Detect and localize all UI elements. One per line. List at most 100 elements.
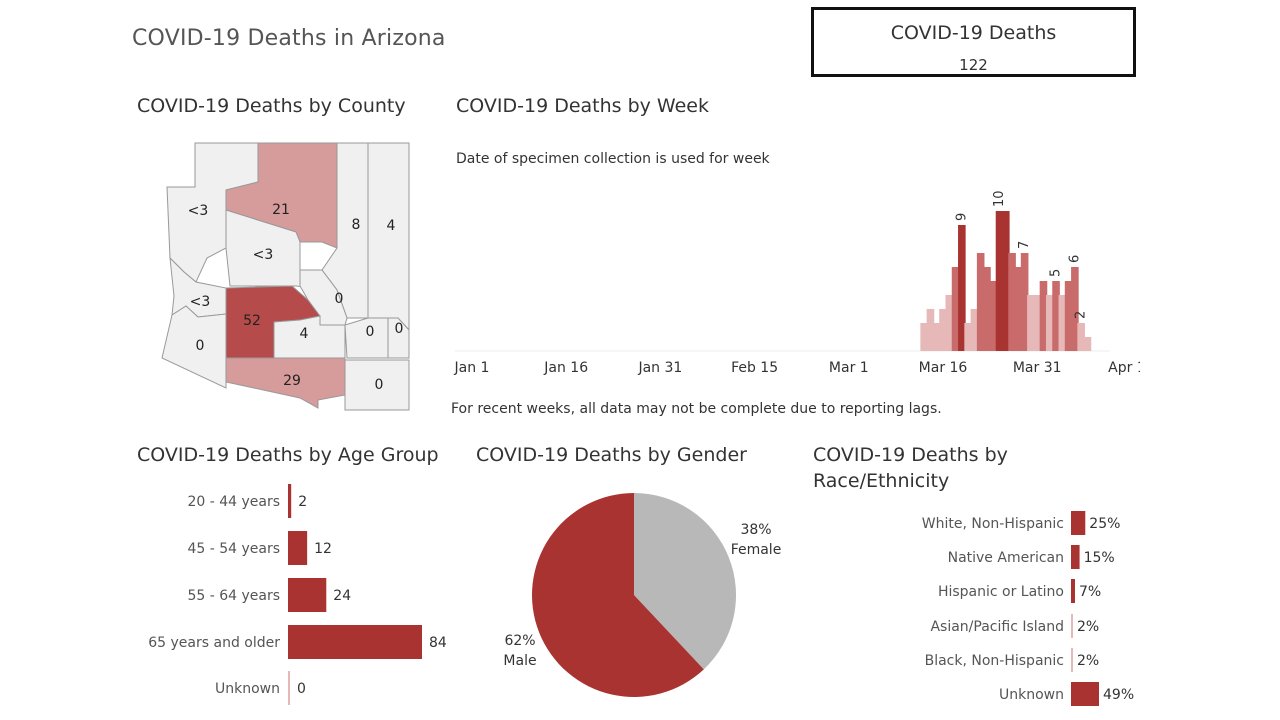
age-bar[interactable]	[288, 484, 292, 518]
week-x-tick: Jan 31	[637, 360, 682, 376]
county-label-yavapai: <3	[253, 247, 274, 263]
race-bar[interactable]	[1071, 511, 1086, 535]
week-bar[interactable]	[926, 309, 935, 351]
county-greenlee[interactable]	[387, 317, 410, 359]
gender-slice-male[interactable]	[531, 493, 704, 697]
race-category-label: Unknown	[999, 687, 1064, 703]
week-bar[interactable]	[976, 253, 985, 351]
county-label-graham: 0	[366, 324, 375, 340]
week-bar[interactable]	[951, 267, 960, 351]
week-x-tick: Feb 15	[731, 360, 778, 376]
age-bar[interactable]	[288, 531, 308, 565]
week-bar[interactable]	[983, 267, 991, 351]
week-bar[interactable]	[920, 323, 928, 351]
week-bar[interactable]	[1020, 253, 1029, 351]
week-x-tick: Apr 15	[1108, 360, 1140, 376]
county-label-pima: 29	[283, 373, 301, 389]
kpi-label: COVID-19 Deaths	[890, 22, 1057, 44]
county-label-coconino: 21	[272, 202, 290, 218]
county-cochise[interactable]	[344, 359, 410, 411]
gender-chart: 38% Female 62% Male	[503, 493, 782, 697]
race-chart-title-line2: Race/Ethnicity	[813, 470, 950, 492]
race-chart: White, Non-Hispanic 25% Native American 15%…	[922, 511, 1134, 706]
week-bar[interactable]	[1071, 267, 1079, 351]
week-x-tick: Mar 31	[1013, 360, 1062, 376]
week-bar[interactable]	[1083, 337, 1092, 351]
age-value-label: 12	[314, 541, 332, 557]
week-bar[interactable]	[995, 211, 1004, 351]
county-map: <3 21 <3 8 4 0 <3 52 4 0 0 0 29 0	[161, 142, 410, 411]
race-value-label: 25%	[1089, 516, 1120, 532]
county-label-pinal: 4	[300, 326, 309, 342]
week-bar-label: 2	[1074, 311, 1089, 319]
week-bar[interactable]	[932, 323, 941, 351]
week-bar[interactable]	[945, 295, 954, 351]
age-value-label: 0	[297, 681, 306, 697]
week-x-tick: Jan 16	[543, 360, 588, 376]
week-bar[interactable]	[1077, 323, 1085, 351]
county-label-yuma: 0	[196, 338, 205, 354]
county-label-navajo: 8	[352, 217, 361, 233]
race-category-label: Native American	[948, 550, 1064, 566]
age-value-label: 2	[298, 494, 307, 510]
age-value-label: 84	[429, 635, 447, 651]
week-bar[interactable]	[1033, 295, 1041, 351]
gender-name-label: Male	[503, 653, 536, 669]
week-bar[interactable]	[1058, 295, 1067, 351]
week-chart-footnote: For recent weeks, all data may not be co…	[451, 401, 942, 417]
race-value-label: 15%	[1084, 550, 1115, 566]
county-label-cochise: 0	[375, 377, 384, 393]
age-category-label: 20 - 44 years	[187, 494, 280, 510]
week-x-tick: Jan 1	[454, 360, 490, 376]
total-deaths-kpi: COVID-19 Deaths 122	[811, 7, 1136, 77]
race-category-label: White, Non-Hispanic	[922, 516, 1064, 532]
week-chart-title: COVID-19 Deaths by Week	[456, 95, 709, 117]
gender-name-label: Female	[731, 542, 782, 558]
age-bar[interactable]	[288, 671, 290, 705]
county-label-gila: 0	[335, 291, 344, 307]
week-bar-label: 6	[1067, 255, 1082, 263]
race-bar[interactable]	[1071, 682, 1099, 706]
age-bar[interactable]	[288, 578, 327, 612]
county-yuma[interactable]	[161, 305, 227, 389]
county-apache[interactable]	[367, 142, 410, 332]
week-bar-label: 9	[954, 213, 969, 221]
gender-percent-label: 38%	[740, 522, 771, 538]
age-value-label: 24	[333, 588, 351, 604]
week-bar[interactable]	[1064, 281, 1073, 351]
gender-slice-female[interactable]	[634, 493, 736, 670]
week-bar[interactable]	[1039, 281, 1048, 351]
week-bar[interactable]	[939, 309, 947, 351]
week-bar[interactable]	[1027, 295, 1035, 351]
week-bar[interactable]	[1008, 253, 1016, 351]
county-label-apache: 4	[387, 218, 396, 234]
week-bar[interactable]	[970, 309, 979, 351]
week-bar[interactable]	[1052, 281, 1060, 351]
week-bar[interactable]	[1002, 211, 1010, 351]
week-bar[interactable]	[964, 323, 972, 351]
week-bar-label: 5	[1049, 269, 1064, 277]
age-chart: 20 - 44 years 2 45 - 54 years 12 55 - 64 yea…	[148, 484, 447, 705]
race-chart-title-line1: COVID-19 Deaths by	[813, 444, 1008, 466]
week-bar[interactable]	[1045, 295, 1054, 351]
age-category-label: 65 years and older	[148, 635, 280, 651]
week-bar[interactable]	[1014, 267, 1023, 351]
week-bar[interactable]	[958, 225, 966, 351]
county-label-greenlee: 0	[395, 321, 404, 337]
county-label-la-paz: <3	[190, 294, 211, 310]
week-x-tick: Mar 16	[919, 360, 968, 376]
race-bar[interactable]	[1071, 579, 1075, 603]
week-bar[interactable]	[989, 281, 998, 351]
week-bar-label: 7	[1017, 241, 1032, 249]
county-label-mohave: <3	[188, 203, 209, 219]
race-category-label: Asian/Pacific Island	[930, 619, 1064, 635]
age-category-label: 55 - 64 years	[187, 588, 280, 604]
age-bar[interactable]	[288, 625, 422, 659]
race-bar[interactable]	[1071, 648, 1073, 672]
race-bar[interactable]	[1071, 545, 1080, 569]
county-label-maricopa: 52	[243, 313, 261, 329]
week-x-tick: Mar 1	[829, 360, 869, 376]
page-title: COVID-19 Deaths in Arizona	[132, 26, 446, 51]
race-bar[interactable]	[1071, 614, 1073, 638]
age-chart-title: COVID-19 Deaths by Age Group	[137, 444, 439, 466]
